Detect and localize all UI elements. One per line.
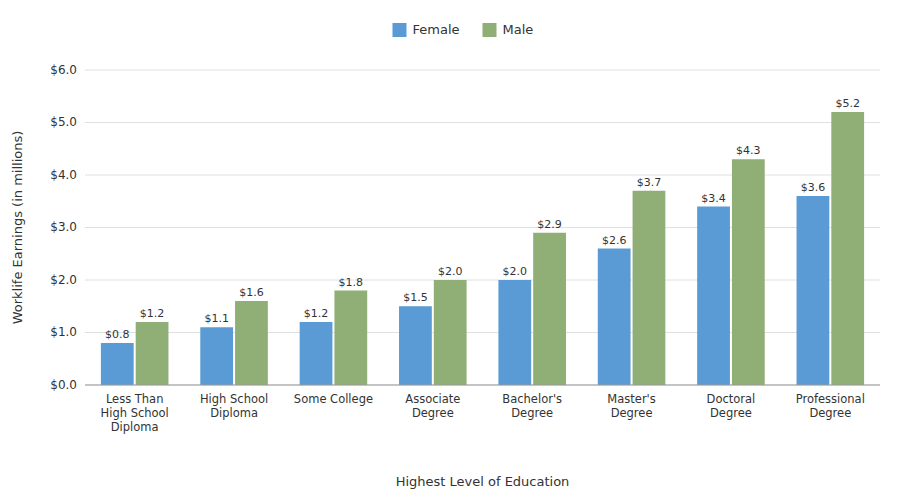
data-label: $1.8	[339, 276, 364, 289]
data-label: $3.6	[801, 181, 826, 194]
x-tick-label: ProfessionalDegree	[796, 392, 865, 420]
bar	[697, 207, 730, 386]
y-tick-label: $4.0	[50, 168, 77, 182]
data-label: $4.3	[736, 144, 761, 157]
bar	[235, 301, 268, 385]
grid-line	[85, 122, 880, 123]
x-tick-label-line: Doctoral	[707, 392, 756, 406]
y-tick-label: $6.0	[50, 63, 77, 77]
y-tick-label: $5.0	[50, 115, 77, 129]
x-tick-label: Bachelor'sDegree	[502, 392, 562, 420]
x-tick-label-line: High School	[200, 392, 268, 406]
legend-label: Female	[413, 22, 460, 37]
data-label: $2.0	[503, 265, 528, 278]
bar	[831, 112, 864, 385]
bar	[797, 196, 830, 385]
bar	[732, 159, 765, 385]
bar	[598, 249, 631, 386]
chart-svg: $0.0 $1.0 $2.0 $3.0 $4.0 $5.0 $6.0 $0.8 $1.1 $1.2…	[0, 0, 900, 500]
data-label: $1.6	[239, 286, 264, 299]
x-tick-label: High SchoolDiploma	[200, 392, 268, 420]
data-label: $1.5	[403, 291, 428, 304]
x-tick-label: Master'sDegree	[607, 392, 655, 420]
x-tick-label-line: Degree	[710, 406, 752, 420]
y-axis-label: Worklife Earnings (in millions)	[10, 131, 25, 325]
bar	[300, 322, 333, 385]
x-tick-label-line: Diploma	[111, 420, 159, 434]
legend: Female Male	[393, 22, 534, 38]
y-tick-label: $1.0	[50, 325, 77, 339]
chart-container: $0.0 $1.0 $2.0 $3.0 $4.0 $5.0 $6.0 $0.8 $1.1 $1.2…	[0, 0, 900, 500]
legend-swatch	[483, 23, 497, 37]
data-label: $2.9	[537, 218, 562, 231]
data-labels: $0.8 $1.1 $1.2 $1.5 $2.0 $2.6 $3.4 $3.6 $1.2 $1.6…	[105, 97, 860, 341]
bar	[334, 291, 367, 386]
x-tick-label: Less ThanHigh SchoolDiploma	[101, 392, 169, 434]
bars	[101, 112, 864, 385]
x-tick-label-line: Degree	[809, 406, 851, 420]
x-tick-label-line: High School	[101, 406, 169, 420]
y-tick-label: $0.0	[50, 378, 77, 392]
bar	[399, 306, 432, 385]
x-tick-label-line: Degree	[611, 406, 653, 420]
x-axis-line	[85, 385, 880, 386]
x-tick-label-line: Some College	[294, 392, 373, 406]
bar	[434, 280, 467, 385]
bar	[101, 343, 134, 385]
x-tick-label-line: Bachelor's	[502, 392, 562, 406]
bar	[498, 280, 531, 385]
data-label: $1.2	[304, 307, 329, 320]
grid-line	[85, 385, 880, 386]
data-label: $2.0	[438, 265, 463, 278]
x-tick-label: AssociateDegree	[405, 392, 460, 420]
data-label: $1.1	[204, 312, 229, 325]
x-tick-label: DoctoralDegree	[707, 392, 756, 420]
x-tick-label-line: Associate	[405, 392, 460, 406]
grid	[85, 70, 880, 385]
bar	[136, 322, 169, 385]
x-tick-label-line: Degree	[412, 406, 454, 420]
data-label: $2.6	[602, 234, 627, 247]
legend-swatch	[393, 23, 407, 37]
y-tick-label: $2.0	[50, 273, 77, 287]
y-tick-label: $3.0	[50, 220, 77, 234]
bar	[633, 191, 666, 385]
x-tick-label-line: Less Than	[106, 392, 164, 406]
data-label: $5.2	[835, 97, 860, 110]
bar	[200, 327, 233, 385]
data-label: $0.8	[105, 328, 130, 341]
x-tick-label-line: Degree	[511, 406, 553, 420]
data-label: $1.2	[140, 307, 165, 320]
data-label: $3.4	[701, 192, 726, 205]
x-axis-label: Highest Level of Education	[396, 474, 570, 489]
bar	[533, 233, 566, 385]
grid-line	[85, 70, 880, 71]
x-tick-label-line: Professional	[796, 392, 865, 406]
data-label: $3.7	[637, 176, 662, 189]
legend-label: Male	[503, 22, 534, 37]
x-tick-label: Some College	[294, 392, 373, 406]
x-tick-label-line: Diploma	[210, 406, 258, 420]
x-tick-label-line: Master's	[607, 392, 655, 406]
